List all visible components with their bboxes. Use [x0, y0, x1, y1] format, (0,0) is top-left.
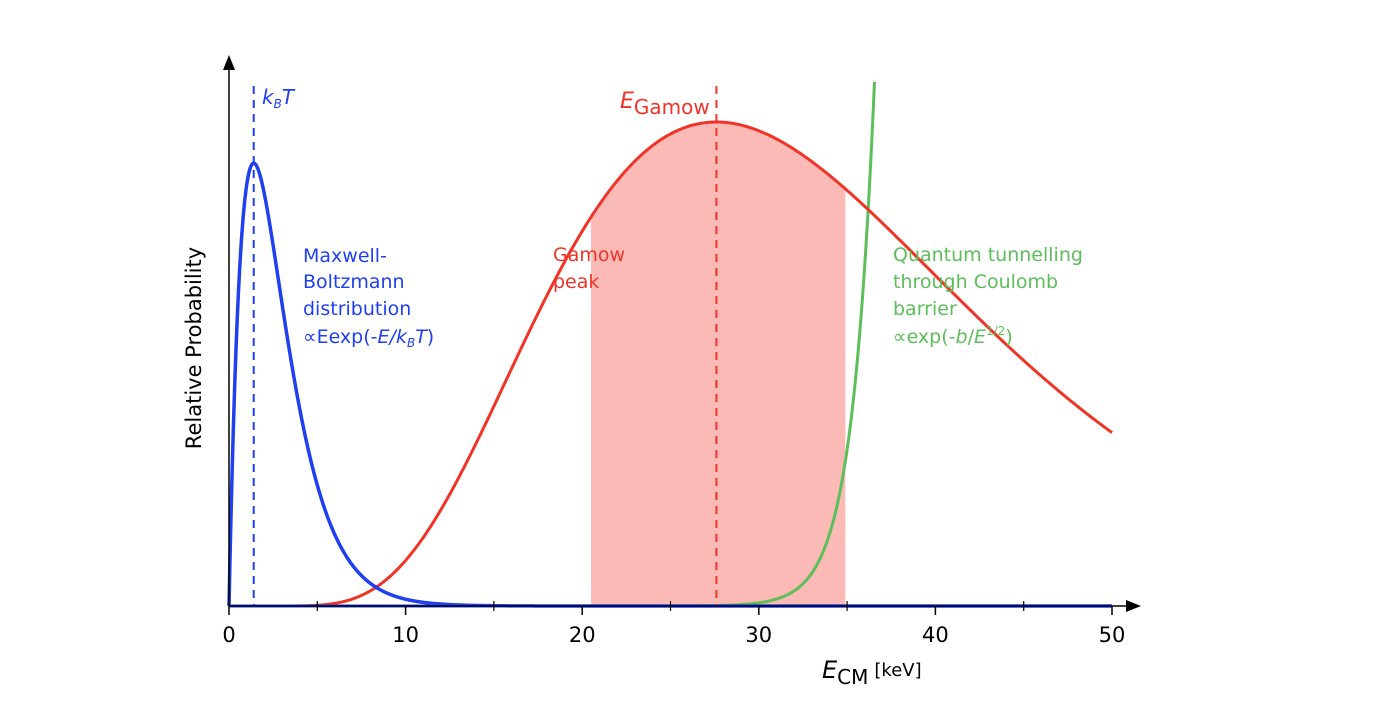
x-tick-label: 40 — [922, 623, 949, 647]
maxwell-boltzmann-annotation: Maxwell- Boltzmann distribution ∝Eexp(-E… — [303, 245, 434, 350]
x-axis-label: ECM [keV] — [822, 656, 922, 689]
gamow-annotation: Gamow peak — [553, 244, 625, 293]
y-axis-arrow — [223, 55, 235, 70]
tunnel-text-line-3: barrier — [893, 298, 957, 320]
tunnel-text-line-1: Quantum tunnelling — [893, 244, 1083, 266]
gamow-peak-curve — [246, 120, 1113, 608]
x-tick-label: 50 — [1099, 623, 1126, 647]
gamow-text-line-1: Gamow — [553, 244, 625, 266]
gamow-text-line-2: peak — [553, 271, 599, 293]
mb-text-line-1: Maxwell- — [303, 245, 387, 267]
mb-text-line-3: distribution — [303, 298, 411, 320]
x-axis-arrow — [1126, 600, 1141, 612]
mb-formula: ∝Eexp(-E/kBT) — [303, 326, 434, 350]
x-axis-label-sub: CM — [837, 665, 868, 689]
tunnelling-annotation: Quantum tunnelling through Coulomb barri… — [893, 244, 1083, 348]
x-tick-label: 20 — [569, 623, 596, 647]
mb-text-line-2: Boltzmann — [303, 271, 405, 293]
kbt-label: kBT — [262, 85, 296, 111]
x-tick-label: 0 — [222, 623, 235, 647]
x-tick-label: 30 — [745, 623, 772, 647]
x-axis-label-main: E — [822, 656, 838, 684]
axes — [223, 55, 1141, 612]
x-ticks: 0 10 20 30 40 50 — [222, 601, 1125, 647]
egamow-label: EGamow — [620, 89, 710, 119]
tunnel-formula: ∝exp(-b/E1/2) — [893, 324, 1013, 348]
x-tick-label: 10 — [392, 623, 419, 647]
y-axis-label: Relative Probability — [182, 247, 206, 449]
x-axis-label-unit: [keV] — [874, 660, 921, 681]
gamow-window-shading — [591, 122, 846, 606]
tunnel-text-line-2: through Coulomb — [893, 271, 1058, 293]
